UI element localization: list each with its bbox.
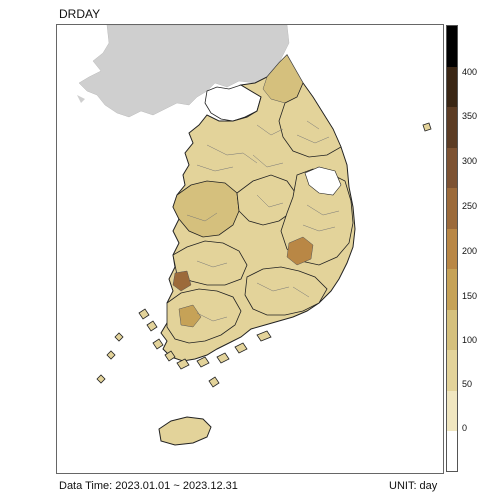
- district-boundaries: [186, 120, 340, 322]
- legend-swatch: [447, 309, 457, 351]
- legend-colorbar: [446, 25, 458, 472]
- legend-tick-label: 400: [462, 67, 478, 77]
- region-gyeongnam: [244, 266, 328, 316]
- legend-swatch: [447, 106, 457, 148]
- region-jeonnam: [166, 288, 242, 344]
- legend-tick-label: 250: [462, 201, 478, 211]
- islands: [96, 122, 432, 388]
- legend-tick-label: 150: [462, 291, 478, 301]
- legend-tick-label: 50: [462, 379, 473, 389]
- legend-tick-label: 350: [462, 111, 478, 121]
- region-gunsan: [172, 270, 192, 292]
- legend-swatch: [447, 268, 457, 310]
- legend-swatch: [447, 228, 457, 270]
- region-daegu: [286, 236, 314, 266]
- region-chungnam: [172, 180, 240, 238]
- legend-swatch: [447, 147, 457, 189]
- legend-swatch: [447, 390, 457, 432]
- unit-label: UNIT: day: [389, 480, 438, 492]
- legend-tick-label: 300: [462, 156, 478, 166]
- map-title: DRDAY: [59, 7, 101, 21]
- legend-swatch: [447, 187, 457, 229]
- korea-map: [77, 25, 432, 446]
- region-north-white: [304, 166, 342, 196]
- region-jeonnam-dark: [178, 304, 202, 328]
- legend-tick-label: 100: [462, 335, 478, 345]
- map-panel: [56, 24, 444, 474]
- legend-tick-label: 200: [462, 246, 478, 256]
- legend-swatch: [447, 430, 457, 471]
- legend-swatch: [447, 349, 457, 391]
- data-time-label: Data Time: 2023.01.01 ~ 2023.12.31: [59, 480, 238, 492]
- legend-tick-label: 0: [462, 423, 468, 433]
- jeju-island: [158, 416, 212, 446]
- legend-swatch: [447, 26, 457, 67]
- legend-swatch: [447, 66, 457, 108]
